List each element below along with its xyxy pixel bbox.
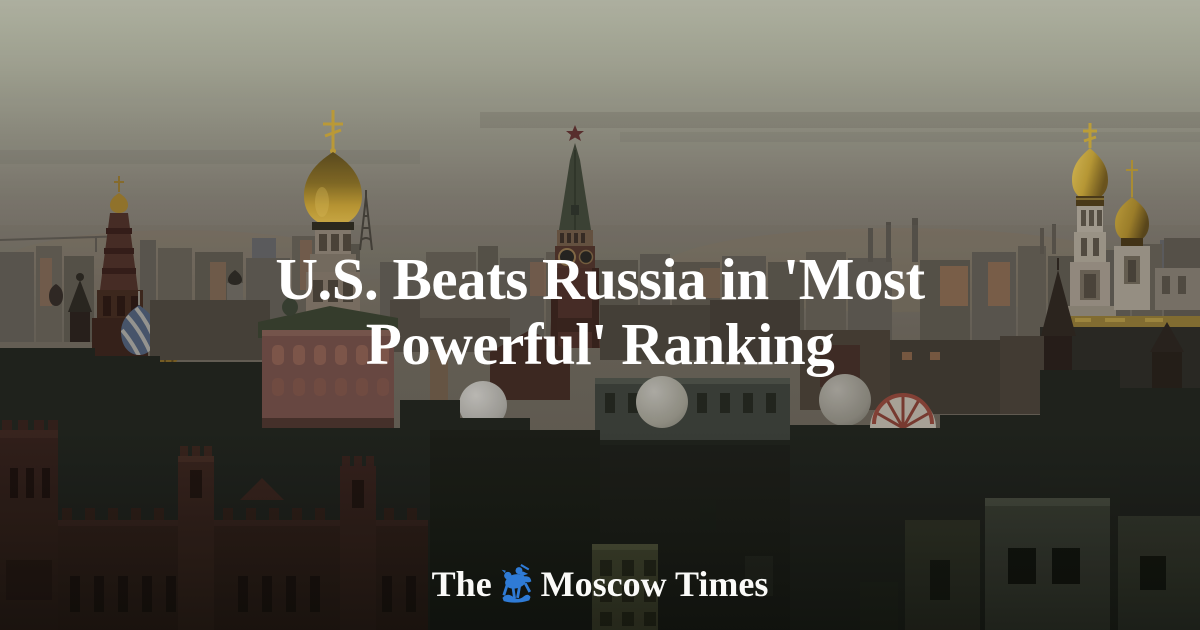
logo-word-the: The: [431, 564, 492, 604]
headline-line-1: U.S. Beats Russia in 'Most: [275, 246, 925, 312]
headline: U.S. Beats Russia in 'Most Powerful' Ran…: [0, 247, 1200, 377]
midground-buildings: [150, 258, 1184, 445]
logo-word-moscow-times: Moscow Times: [540, 564, 769, 604]
rooftop-radome-spheres: [459, 374, 871, 429]
fan-shaped-roof-structure: [870, 393, 936, 430]
moscow-times-logo: The Moscow Times: [0, 563, 1200, 605]
spasskaya-tower: [550, 125, 600, 348]
st-george-emblem-icon: [501, 564, 532, 603]
headline-line-2: Powerful' Ranking: [365, 311, 835, 377]
